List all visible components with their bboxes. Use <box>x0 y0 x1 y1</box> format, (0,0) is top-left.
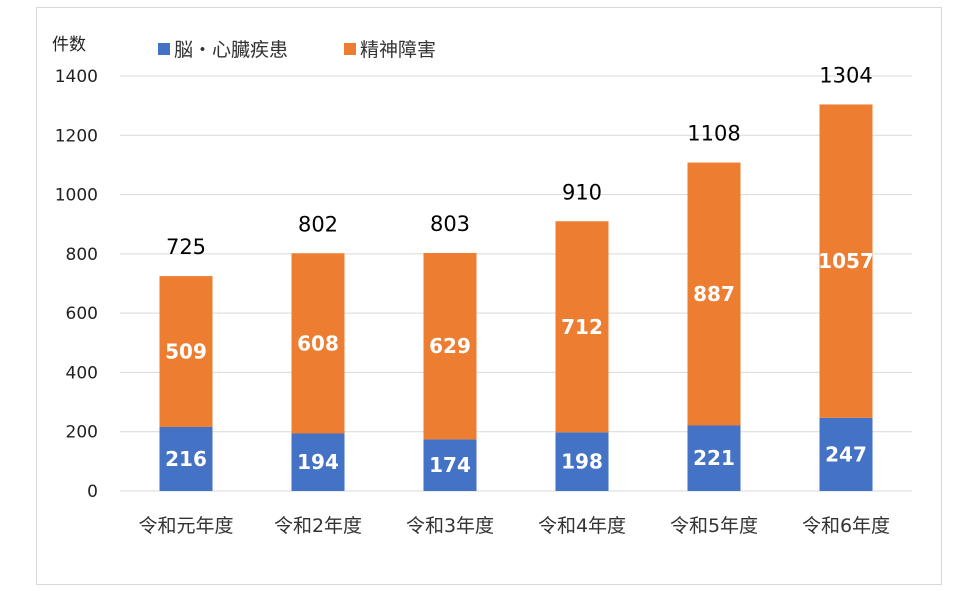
x-category-label: 令和6年度 <box>802 515 890 537</box>
y-tick-label: 1000 <box>55 186 98 206</box>
data-label-series-2: 608 <box>297 331 339 355</box>
gridlines <box>120 75 912 492</box>
bar-segment-series-2 <box>555 221 609 433</box>
total-label: 1108 <box>687 122 740 146</box>
bar-segment-series-1 <box>819 417 873 491</box>
x-axis-categories: 令和元年度 令和2年度 令和3年度 令和4年度 令和5年度 令和6年度 <box>138 515 890 537</box>
bar-segment-series-2 <box>291 253 345 434</box>
y-tick-label: 400 <box>66 363 98 383</box>
x-category-label: 令和元年度 <box>138 515 233 537</box>
x-category-label: 令和5年度 <box>670 515 758 537</box>
data-label-series-2: 712 <box>561 315 603 339</box>
data-label-series-2: 629 <box>429 334 471 358</box>
bar-segment-series-2 <box>423 252 477 440</box>
bar-segment-series-1 <box>687 425 741 491</box>
legend-swatch-series-1 <box>158 43 170 55</box>
data-label-series-1: 194 <box>297 450 339 474</box>
data-label-series-1: 174 <box>429 453 471 477</box>
bar-segment-series-2 <box>159 276 213 427</box>
y-tick-label: 1400 <box>55 67 98 87</box>
bar-segment-series-1 <box>423 439 477 491</box>
total-label: 1304 <box>819 63 872 87</box>
data-label-series-1: 247 <box>825 442 867 466</box>
y-tick-label: 1200 <box>55 126 98 146</box>
bar-segment-series-2 <box>687 162 741 426</box>
legend-label-series-1: 脳・心臓疾患 <box>174 39 288 61</box>
y-tick-label: 200 <box>66 423 98 443</box>
legend-label-series-2: 精神障害 <box>360 39 436 61</box>
total-label: 725 <box>166 235 206 259</box>
bar-segment-series-1 <box>555 432 609 491</box>
total-label: 910 <box>562 180 602 204</box>
bar-segment-series-1 <box>291 433 345 491</box>
x-category-label: 令和4年度 <box>538 515 626 537</box>
x-category-label: 令和2年度 <box>274 515 362 537</box>
y-tick-label: 0 <box>87 482 98 502</box>
data-label-series-1: 216 <box>165 447 207 471</box>
data-label-series-2: 509 <box>165 340 207 364</box>
y-tick-label: 800 <box>66 245 98 265</box>
legend: 脳・心臓疾患 精神障害 <box>158 39 436 61</box>
x-category-label: 令和3年度 <box>406 515 494 537</box>
y-axis-unit-label: 件数 <box>52 35 86 55</box>
bar-segment-series-1 <box>159 426 213 491</box>
data-label-series-2: 1057 <box>818 249 874 273</box>
legend-swatch-series-2 <box>344 43 356 55</box>
data-label-series-1: 198 <box>561 450 603 474</box>
data-label-series-1: 221 <box>693 446 735 470</box>
total-label: 802 <box>298 212 338 236</box>
bar-segment-series-2 <box>819 104 873 418</box>
bars: 216 509 725 194 608 802 174 629 803 198 712 910 221 8… <box>159 63 874 491</box>
data-label-series-2: 887 <box>693 282 735 306</box>
y-axis-ticks: 0 200 400 600 800 1000 1200 1400 <box>55 67 98 502</box>
total-label: 803 <box>430 212 470 236</box>
y-tick-label: 600 <box>66 304 98 324</box>
